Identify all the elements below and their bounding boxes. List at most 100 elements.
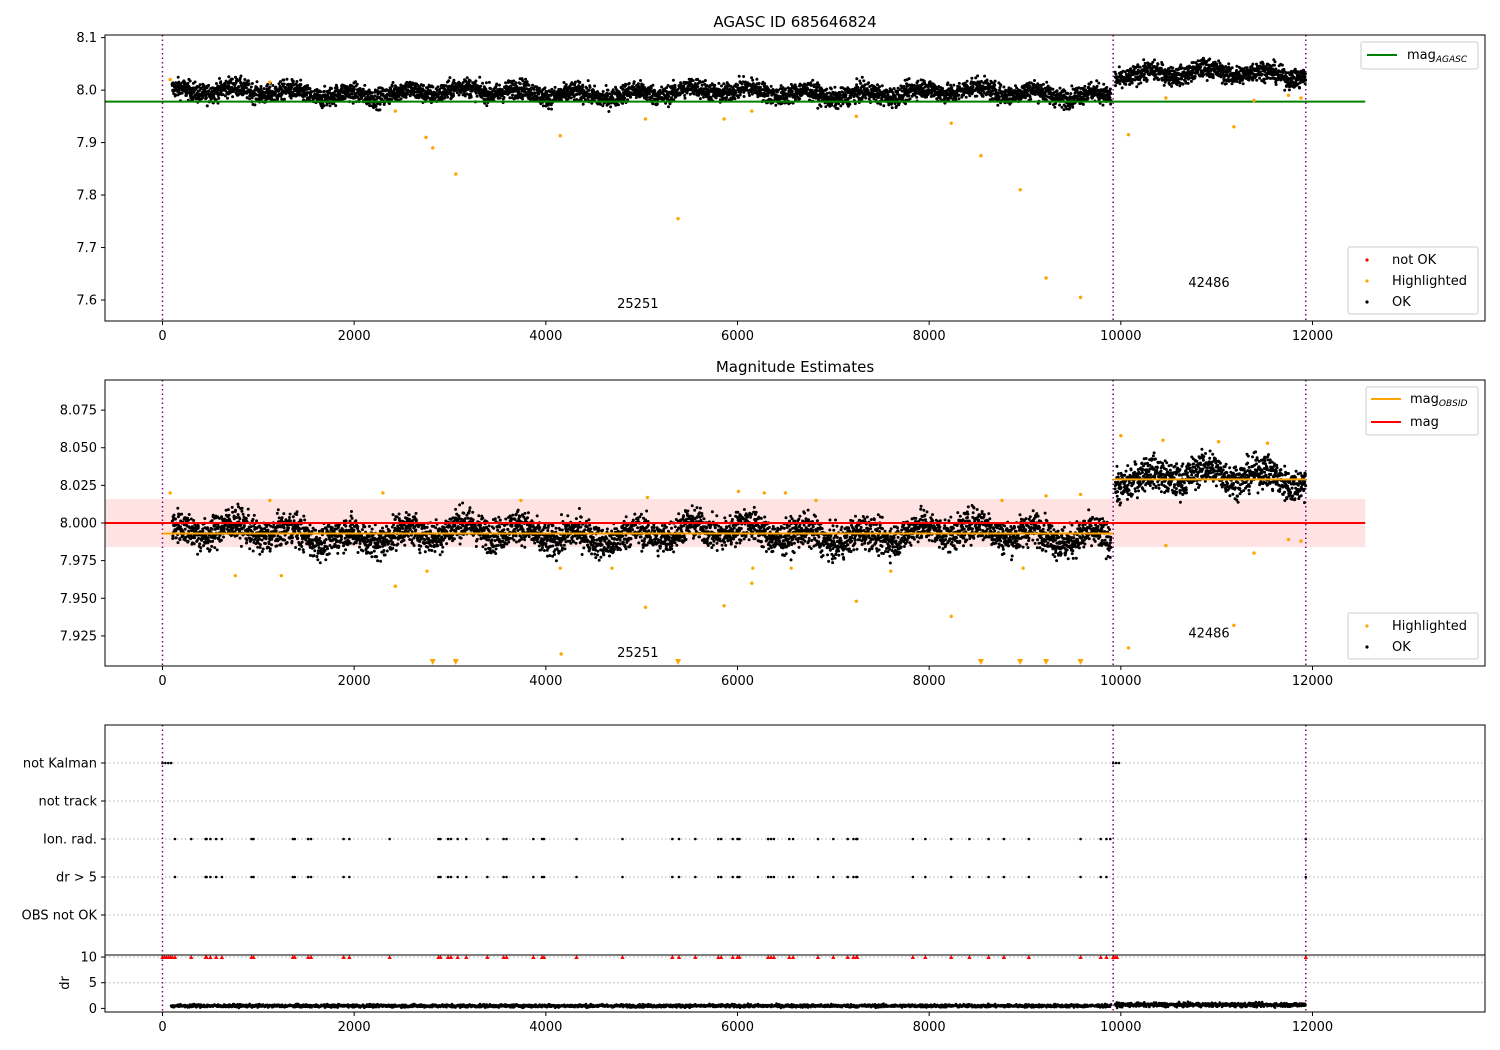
agasc-ok-point [741,80,745,84]
agasc-ok-point [738,93,742,97]
agasc-ok-point [1009,87,1013,91]
agasc-ok-point [785,96,789,100]
agasc-ok-point [1181,82,1185,86]
agasc-ok-point [1157,78,1161,81]
agasc-ok-point [207,83,211,87]
agasc-ok-point [621,87,625,91]
agasc-ok-point [733,97,737,101]
agasc-ok-point [763,82,767,86]
agasc-ok-point [289,87,293,91]
agasc-ok-point [511,93,514,97]
agasc-ok-point [867,81,871,85]
agasc-ok-point [1114,84,1117,88]
agasc-ok-point [750,76,754,80]
agasc-ok-point [282,82,286,86]
agasc-ok-point [271,84,275,87]
agasc-ok-point [475,94,479,98]
agasc-ok-point [660,85,664,89]
agasc-ok-point [825,87,829,91]
agasc-ok-point [1224,82,1228,86]
agasc-ok-point [734,91,738,95]
agasc-ok-point [408,80,412,84]
agasc-ok-point [983,74,987,78]
agasc-ok-point [864,96,868,100]
agasc-ok-point [1069,92,1073,96]
agasc-ok-point [518,82,522,86]
agasc-ok-point [512,79,516,83]
agasc-ok-point [683,96,687,100]
agasc-ok-point [750,92,754,96]
agasc-ok-point [601,90,605,93]
agasc-ok-point [356,95,360,99]
agasc-ok-point [570,82,574,86]
agasc-ok-point [651,83,655,87]
agasc-ok-point [543,98,547,102]
agasc-ok-point [231,95,235,99]
agasc-ok-point [737,74,741,78]
agasc-ok-point [537,91,541,95]
agasc-ok-point [641,83,645,87]
agasc-ok-point [1202,73,1206,77]
agasc-ok-point [776,88,780,92]
agasc-ok-point [784,87,787,91]
agasc-ok-point [350,92,354,96]
agasc-ok-point [755,77,759,81]
agasc-ok-point [745,88,749,92]
agasc-ok-point [295,80,299,83]
agasc-ok-point [573,80,577,84]
agasc-ok-point [358,87,362,90]
agasc-ok-point [1029,97,1033,101]
agasc-ok-point [354,80,357,84]
agasc-ok-point [417,96,421,100]
agasc-ok-point [856,85,860,89]
agasc-ok-point [268,85,272,89]
agasc-ok-point [632,80,636,84]
agasc-ok-point [1083,84,1087,88]
agasc-ok-point [1066,92,1070,96]
agasc-ok-point [289,96,293,100]
agasc-ok-point [282,78,286,82]
agasc-ok-point [703,79,707,82]
agasc-ok-point [639,79,642,82]
agasc-ok-point [1053,105,1057,109]
agasc-ok-point [623,96,627,100]
agasc-ok-point [794,98,797,102]
agasc-ok-point [713,83,717,87]
agasc-ok-point [390,98,394,101]
agasc-ok-point [174,93,177,97]
agasc-ok-point [997,95,1001,99]
agasc-ok-point [859,81,863,85]
agasc-ok-point [844,93,848,97]
agasc-ok-point [1171,66,1175,70]
agasc-ok-point [863,83,867,87]
agasc-ok-point [1135,85,1139,89]
agasc-ok-point [712,86,716,90]
agasc-ok-point [374,104,378,108]
agasc-ok-point [1117,65,1121,69]
agasc-ok-point [1145,78,1149,82]
agasc-ok-point [605,91,609,95]
agasc-ok-point [207,89,211,93]
agasc-ok-point [670,96,673,100]
agasc-ok-point [176,75,180,79]
agasc-ok-point [422,84,426,87]
agasc-ok-point [218,77,221,80]
agasc-ok-point [879,102,883,106]
agasc-ok-point [1108,96,1112,100]
agasc-ok-point [696,85,700,89]
agasc-ok-point [581,102,585,106]
agasc-ok-point [473,82,477,85]
agasc-ok-point [441,90,445,94]
agasc-ok-point [495,82,499,86]
agasc-ok-point [247,82,251,86]
agasc-ok-point [957,81,961,85]
agasc-ok-point [1071,105,1075,109]
agasc-ok-point [474,79,478,83]
agasc-ok-point [781,86,785,90]
agasc-ok-point [614,85,618,89]
agasc-ok-point [892,87,896,90]
agasc-ok-point [517,88,521,92]
agasc-ok-point [484,98,488,101]
agasc-ok-point [205,104,209,108]
agasc-ok-point [1081,102,1085,106]
